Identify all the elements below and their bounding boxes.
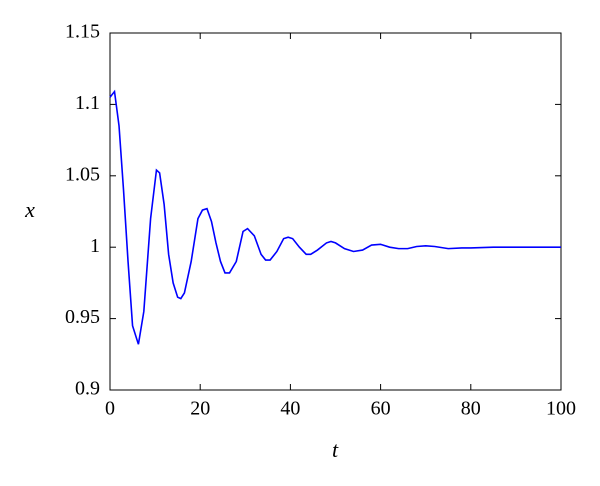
y-tick-label: 0.9 [75, 378, 100, 400]
y-tick-label: 0.95 [65, 306, 100, 328]
y-tick-label: 1.1 [75, 92, 100, 114]
y-tick-label: 1.05 [65, 163, 100, 185]
x-tick-label: 20 [190, 398, 210, 420]
y-tick-label: 1.15 [65, 21, 100, 43]
x-tick-label: 80 [461, 398, 481, 420]
data-line [109, 89, 561, 345]
plot-frame [109, 32, 562, 391]
x-axis-label: t [332, 437, 339, 462]
x-tick-label: 60 [371, 398, 391, 420]
x-tick-label: 0 [105, 398, 115, 420]
x-tick-label: 100 [546, 398, 576, 420]
y-tick-label: 1 [90, 235, 100, 257]
y-axis-label: x [24, 197, 35, 222]
x-tick-label: 40 [280, 398, 300, 420]
